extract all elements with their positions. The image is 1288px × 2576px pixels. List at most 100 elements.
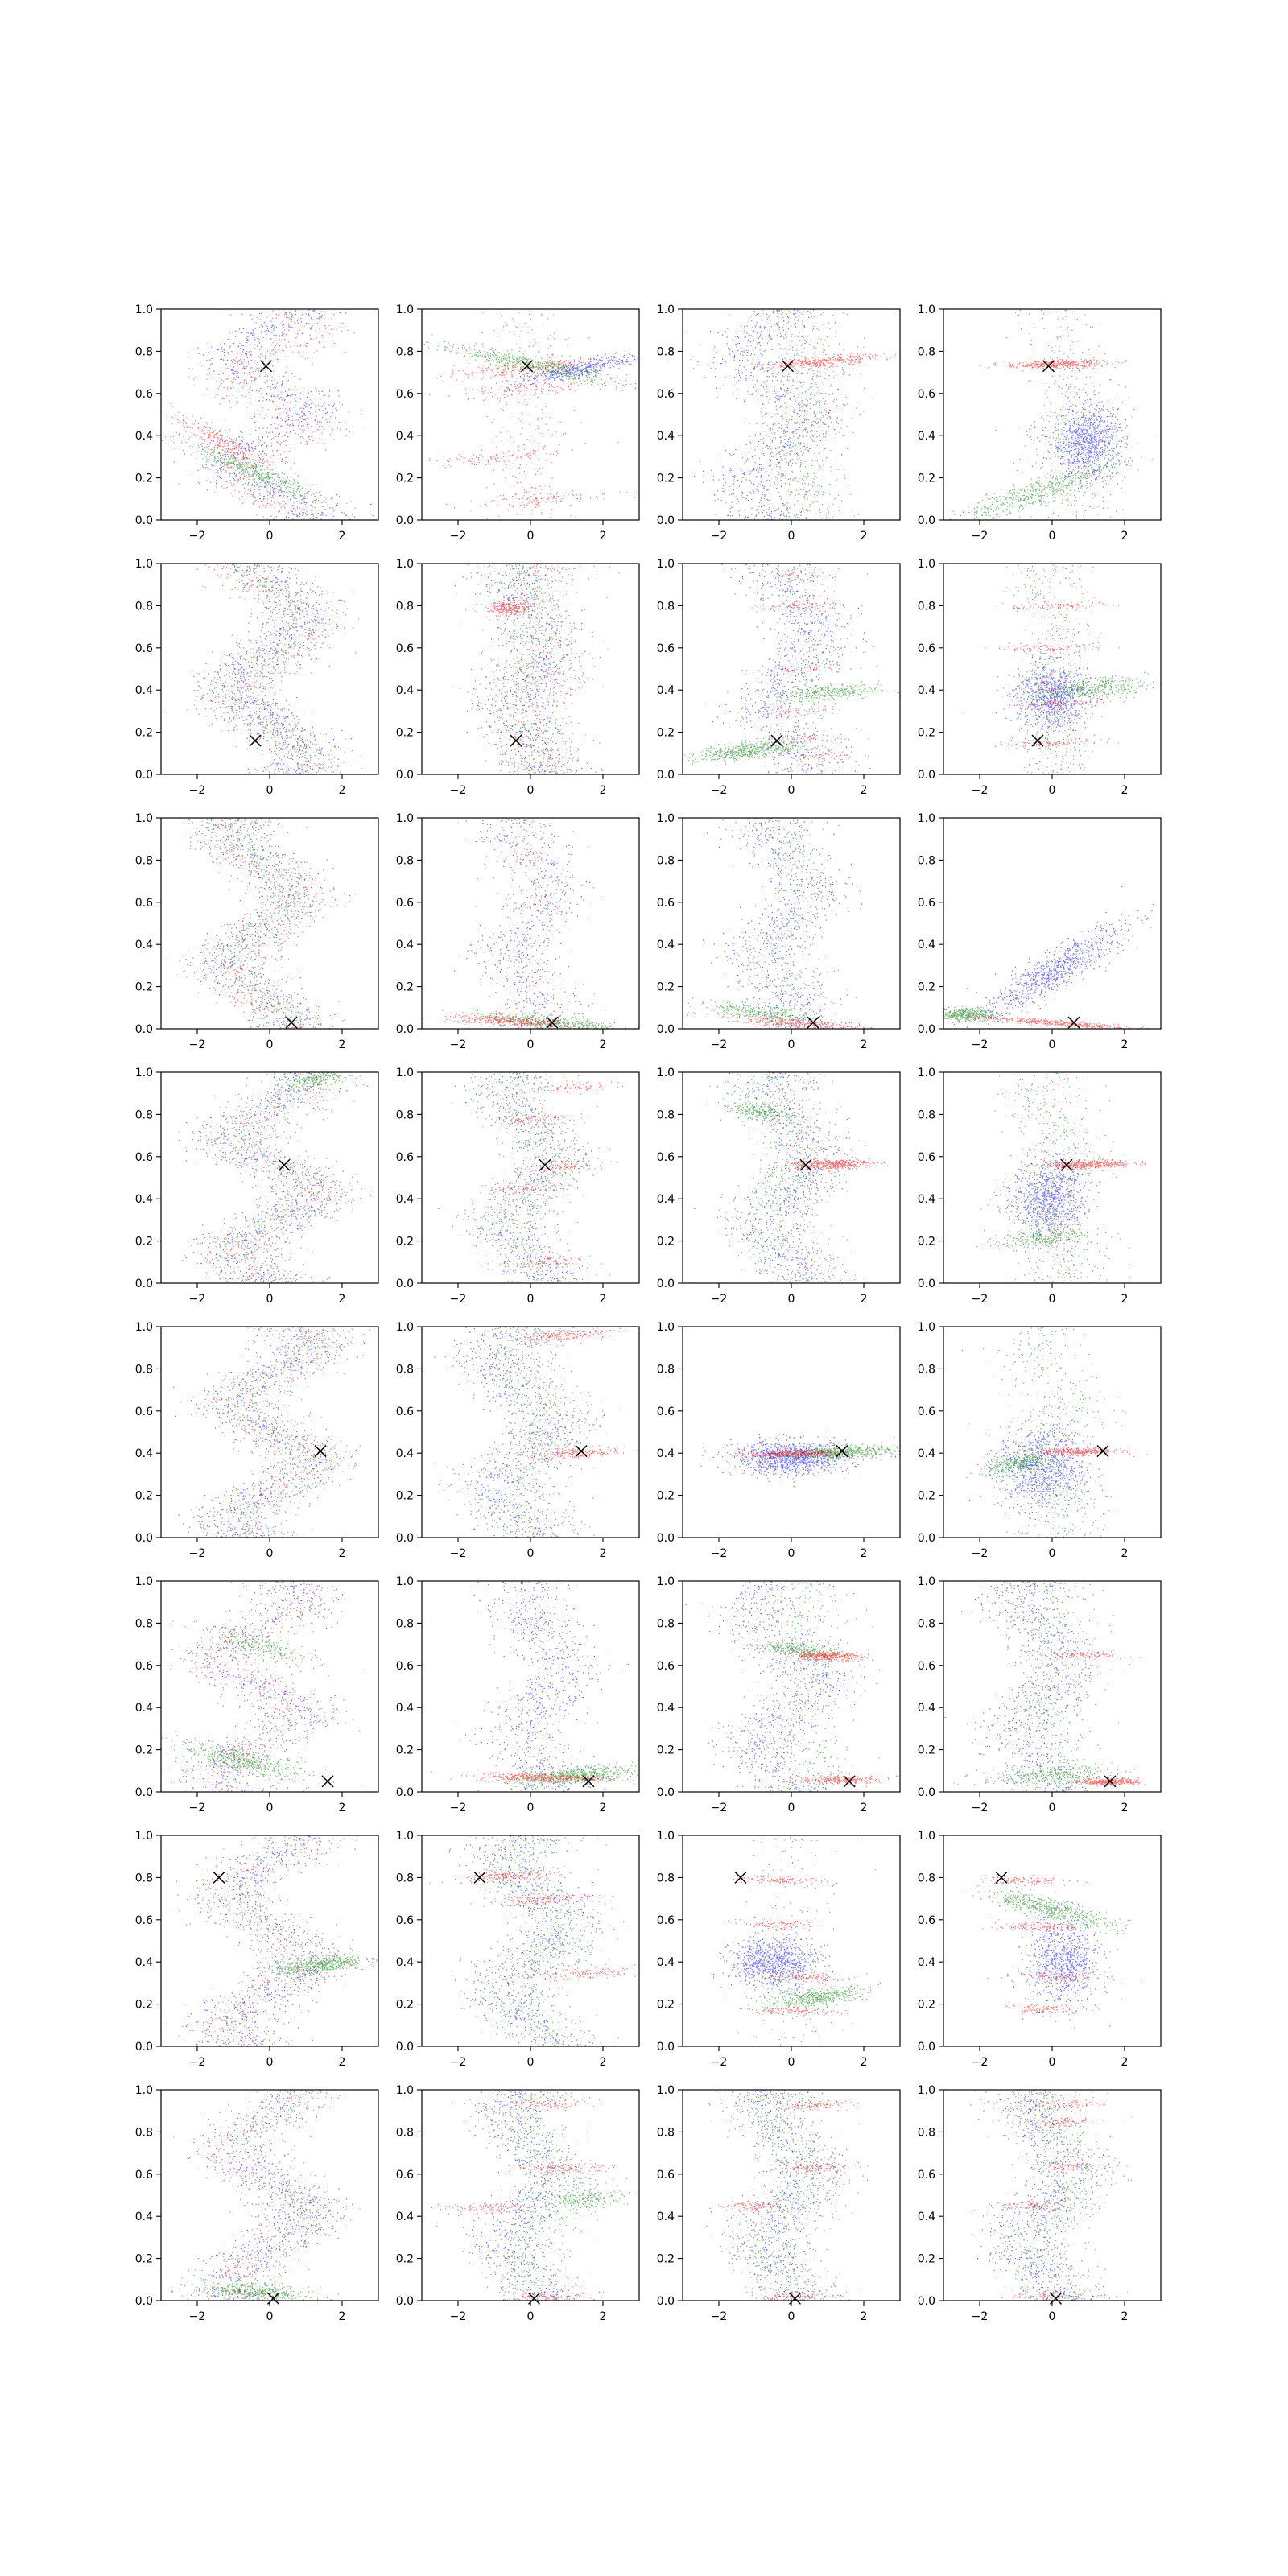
y-tick-label: 0.4	[396, 1956, 414, 1969]
y-tick-label: 0.4	[396, 684, 414, 697]
scatter-panel-r4-c2: −2 0 2 0.0 0.2 0.4 0.6 0.8 1.0	[657, 1321, 901, 1560]
y-tick-label: 0.4	[918, 1447, 935, 1460]
scatter-panel-r1-c1: −2 0 2 0.0 0.2 0.4 0.6 0.8 1.0	[396, 558, 640, 797]
x-tick-label: 2	[1121, 1293, 1129, 1306]
y-tick-label: 0.2	[135, 1999, 153, 2012]
point-cloud	[713, 1835, 881, 2046]
point-cloud	[949, 309, 1154, 520]
y-tick-label: 0.2	[918, 1999, 935, 2012]
y-tick-label: 0.6	[657, 1406, 675, 1418]
y-tick-label: 0.8	[918, 1363, 935, 1376]
y-tick-label: 0.4	[918, 1193, 935, 1206]
y-tick-label: 1.0	[135, 812, 153, 825]
red-points	[767, 1072, 864, 1283]
red-points	[182, 1072, 373, 1283]
red-points	[494, 1581, 587, 1792]
point-cloud	[686, 309, 896, 520]
green-points	[706, 1100, 808, 1121]
x-tick-label: 0	[527, 1802, 535, 1814]
green-points	[953, 1762, 1136, 1791]
axes-frame	[160, 1835, 379, 2047]
y-tick-label: 1.0	[657, 2084, 675, 2097]
cross-marker	[575, 1445, 588, 1458]
red-points	[173, 2090, 361, 2301]
y-tick-label: 1.0	[918, 303, 935, 316]
x-tick-label: 0	[266, 530, 274, 543]
y-tick-label: 0.2	[657, 473, 675, 485]
x-tick-label: −2	[711, 2310, 728, 2323]
scatter-panel-r2-c0: −2 0 2 0.0 0.2 0.4 0.6 0.8 1.0	[135, 812, 379, 1051]
red-points	[422, 1012, 611, 1029]
cross-marker	[734, 1871, 747, 1884]
cross-marker	[539, 1158, 551, 1171]
y-tick-label: 0.4	[135, 684, 153, 697]
point-cloud	[161, 1581, 364, 1792]
y-tick-label: 0.2	[396, 1744, 414, 1757]
cross-marker	[213, 1871, 225, 1884]
y-tick-label: 0.8	[918, 1617, 935, 1630]
y-tick-label: 0.6	[135, 642, 153, 655]
x-tick-label: 2	[339, 1293, 346, 1306]
y-tick-label: 0.0	[918, 2041, 935, 2054]
y-tick-label: 0.2	[657, 1236, 675, 1249]
y-tick-label: 0.8	[396, 1363, 414, 1376]
x-tick-label: 0	[1049, 2310, 1056, 2323]
axes-frame	[160, 817, 379, 1030]
y-tick-label: 1.0	[918, 1575, 935, 1588]
x-tick-label: −2	[972, 1293, 989, 1306]
green-points	[979, 1072, 1131, 1283]
y-tick-label: 0.2	[918, 1236, 935, 1249]
x-tick-label: 0	[1049, 1293, 1056, 1306]
x-tick-label: 0	[266, 784, 274, 797]
y-tick-label: 0.0	[135, 1023, 153, 1036]
axes-frame	[160, 1580, 379, 1793]
red-points	[687, 1012, 875, 1029]
y-tick-label: 1.0	[135, 1575, 153, 1588]
green-points	[745, 564, 871, 774]
x-tick-label: 0	[788, 1547, 795, 1560]
green-points	[161, 1073, 372, 1283]
green-points	[518, 2178, 638, 2211]
cross-marker	[520, 360, 534, 373]
cross-marker	[995, 1871, 1008, 1884]
x-tick-label: 2	[861, 2056, 868, 2069]
point-cloud	[685, 1581, 898, 1792]
y-tick-label: 0.4	[396, 939, 414, 952]
x-tick-label: 2	[861, 1547, 868, 1560]
blue-points	[187, 2090, 348, 2301]
y-tick-label: 1.0	[657, 812, 675, 825]
y-tick-label: 0.4	[918, 1702, 935, 1715]
blue-points	[173, 309, 374, 520]
blue-points	[685, 1581, 881, 1792]
blue-points	[173, 1327, 364, 1538]
y-tick-label: 0.4	[135, 1956, 153, 1969]
y-tick-label: 1.0	[918, 558, 935, 571]
green-points	[193, 564, 353, 774]
y-tick-label: 0.8	[135, 1872, 153, 1885]
x-tick-label: 0	[527, 2310, 535, 2323]
red-points	[759, 1157, 900, 1173]
point-cloud	[422, 818, 639, 1029]
y-tick-label: 0.0	[135, 1532, 153, 1545]
point-cloud	[167, 818, 357, 1029]
x-tick-label: 0	[1049, 530, 1056, 543]
green-points	[980, 1581, 1130, 1792]
x-tick-label: 0	[527, 1547, 535, 1560]
x-tick-label: −2	[189, 784, 206, 797]
red-points	[428, 352, 638, 511]
red-points	[943, 1011, 1149, 1029]
scatter-panel-r2-c1: −2 0 2 0.0 0.2 0.4 0.6 0.8 1.0	[396, 812, 640, 1051]
y-tick-label: 0.4	[657, 430, 675, 443]
blue-points	[686, 309, 861, 520]
y-tick-label: 0.0	[396, 1278, 414, 1290]
x-tick-label: 0	[1049, 2056, 1056, 2069]
axes-frame	[682, 2089, 901, 2301]
axes-frame	[421, 817, 640, 1030]
y-tick-label: 0.4	[657, 684, 675, 697]
scatter-panel-r4-c0: −2 0 2 0.0 0.2 0.4 0.6 0.8 1.0	[135, 1321, 379, 1560]
cross-marker	[1031, 734, 1044, 747]
red-points	[980, 1875, 1122, 2017]
y-tick-label: 0.0	[135, 1278, 153, 1290]
y-tick-label: 0.4	[135, 2211, 153, 2223]
